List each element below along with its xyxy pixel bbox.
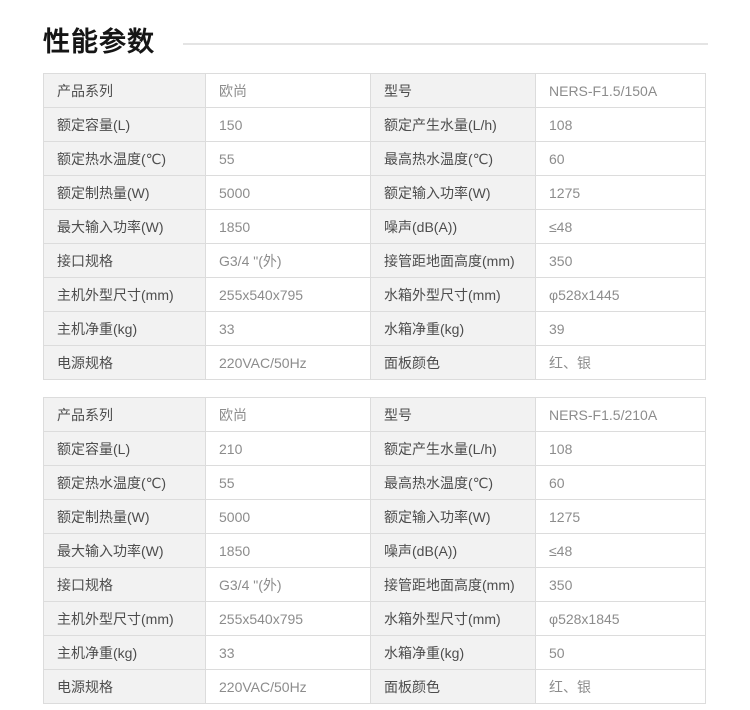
table-row: 产品系列 欧尚 型号 NERS-F1.5/210A (43, 397, 706, 432)
spec-label: 主机净重(kg) (43, 311, 206, 346)
spec-value: φ528x1845 (535, 601, 706, 636)
spec-value: 33 (205, 311, 371, 346)
spec-value: 39 (535, 311, 706, 346)
table-row: 主机外型尺寸(mm) 255x540x795 水箱外型尺寸(mm) φ528x1445 (43, 277, 706, 312)
spec-value: G3/4 "(外) (205, 567, 371, 602)
spec-label: 最大输入功率(W) (43, 533, 206, 568)
spec-label: 水箱净重(kg) (370, 635, 536, 670)
spec-label: 接管距地面高度(mm) (370, 567, 536, 602)
spec-label: 水箱外型尺寸(mm) (370, 601, 536, 636)
spec-value: 108 (535, 107, 706, 142)
table-row: 额定制热量(W) 5000 额定输入功率(W) 1275 (43, 175, 706, 210)
spec-label: 接口规格 (43, 243, 206, 278)
spec-label: 额定产生水量(L/h) (370, 107, 536, 142)
spec-label: 接管距地面高度(mm) (370, 243, 536, 278)
table-row: 产品系列 欧尚 型号 NERS-F1.5/150A (43, 73, 706, 108)
spec-table-150a: 产品系列 欧尚 型号 NERS-F1.5/150A 额定容量(L) 150 额定产生水量(L… (43, 73, 706, 380)
spec-value: ≤48 (535, 209, 706, 244)
spec-label: 额定热水温度(℃) (43, 465, 206, 500)
spec-value: G3/4 "(外) (205, 243, 371, 278)
spec-value: 150 (205, 107, 371, 142)
section-header: 性能参数 (43, 24, 708, 60)
spec-value: 1275 (535, 175, 706, 210)
spec-label: 额定热水温度(℃) (43, 141, 206, 176)
spec-value: 1850 (205, 209, 371, 244)
spec-value: 255x540x795 (205, 277, 371, 312)
table-row: 最大输入功率(W) 1850 噪声(dB(A)) ≤48 (43, 209, 706, 244)
spec-label: 额定输入功率(W) (370, 175, 536, 210)
spec-value: 255x540x795 (205, 601, 371, 636)
spec-value: 红、银 (535, 345, 706, 380)
spec-value: 1275 (535, 499, 706, 534)
spec-value: ≤48 (535, 533, 706, 568)
spec-label: 水箱净重(kg) (370, 311, 536, 346)
spec-value: NERS-F1.5/150A (535, 73, 706, 108)
table-row: 电源规格 220VAC/50Hz 面板颜色 红、银 (43, 669, 706, 704)
spec-label: 最高热水温度(℃) (370, 465, 536, 500)
spec-value: 350 (535, 243, 706, 278)
spec-value: 红、银 (535, 669, 706, 704)
spec-label: 噪声(dB(A)) (370, 533, 536, 568)
spec-value: 60 (535, 465, 706, 500)
table-row: 主机净重(kg) 33 水箱净重(kg) 50 (43, 635, 706, 670)
table-row: 接口规格 G3/4 "(外) 接管距地面高度(mm) 350 (43, 567, 706, 602)
spec-label: 主机外型尺寸(mm) (43, 601, 206, 636)
table-row: 额定热水温度(℃) 55 最高热水温度(℃) 60 (43, 465, 706, 500)
spec-value: 50 (535, 635, 706, 670)
spec-value: 欧尚 (205, 73, 371, 108)
spec-value: 55 (205, 465, 371, 500)
spec-label: 电源规格 (43, 669, 206, 704)
spec-label: 电源规格 (43, 345, 206, 380)
spec-value: 5000 (205, 499, 371, 534)
spec-label: 面板颜色 (370, 669, 536, 704)
spec-value: 108 (535, 431, 706, 466)
spec-value: 55 (205, 141, 371, 176)
spec-label: 产品系列 (43, 397, 206, 432)
spec-value: 欧尚 (205, 397, 371, 432)
spec-value: 220VAC/50Hz (205, 345, 371, 380)
spec-value: 1850 (205, 533, 371, 568)
table-row: 额定热水温度(℃) 55 最高热水温度(℃) 60 (43, 141, 706, 176)
spec-value: 210 (205, 431, 371, 466)
table-row: 主机外型尺寸(mm) 255x540x795 水箱外型尺寸(mm) φ528x1845 (43, 601, 706, 636)
table-row: 主机净重(kg) 33 水箱净重(kg) 39 (43, 311, 706, 346)
spec-label: 额定容量(L) (43, 107, 206, 142)
table-row: 最大输入功率(W) 1850 噪声(dB(A)) ≤48 (43, 533, 706, 568)
spec-value: NERS-F1.5/210A (535, 397, 706, 432)
spec-value: 33 (205, 635, 371, 670)
spec-table-210a-body: 产品系列 欧尚 型号 NERS-F1.5/210A 额定容量(L) 210 额定产生水量(L… (43, 397, 706, 704)
spec-label: 最高热水温度(℃) (370, 141, 536, 176)
spec-label: 主机净重(kg) (43, 635, 206, 670)
spec-label: 水箱外型尺寸(mm) (370, 277, 536, 312)
spec-label: 噪声(dB(A)) (370, 209, 536, 244)
title-divider (183, 43, 708, 45)
spec-label: 产品系列 (43, 73, 206, 108)
section-title: 性能参数 (43, 27, 155, 57)
spec-table-210a: 产品系列 欧尚 型号 NERS-F1.5/210A 额定容量(L) 210 额定产生水量(L… (43, 397, 706, 704)
spec-value: φ528x1445 (535, 277, 706, 312)
spec-value: 60 (535, 141, 706, 176)
spec-table-150a-body: 产品系列 欧尚 型号 NERS-F1.5/150A 额定容量(L) 150 额定产生水量(L… (43, 73, 706, 380)
table-row: 额定容量(L) 210 额定产生水量(L/h) 108 (43, 431, 706, 466)
spec-label: 面板颜色 (370, 345, 536, 380)
spec-label: 主机外型尺寸(mm) (43, 277, 206, 312)
table-row: 额定容量(L) 150 额定产生水量(L/h) 108 (43, 107, 706, 142)
spec-label: 额定输入功率(W) (370, 499, 536, 534)
spec-label: 型号 (370, 73, 536, 108)
spec-label: 额定容量(L) (43, 431, 206, 466)
spec-label: 额定制热量(W) (43, 175, 206, 210)
table-row: 电源规格 220VAC/50Hz 面板颜色 红、银 (43, 345, 706, 380)
table-row: 接口规格 G3/4 "(外) 接管距地面高度(mm) 350 (43, 243, 706, 278)
spec-label: 额定制热量(W) (43, 499, 206, 534)
spec-label: 接口规格 (43, 567, 206, 602)
spec-label: 型号 (370, 397, 536, 432)
spec-value: 220VAC/50Hz (205, 669, 371, 704)
spec-label: 额定产生水量(L/h) (370, 431, 536, 466)
spec-value: 5000 (205, 175, 371, 210)
spec-value: 350 (535, 567, 706, 602)
spec-label: 最大输入功率(W) (43, 209, 206, 244)
table-row: 额定制热量(W) 5000 额定输入功率(W) 1275 (43, 499, 706, 534)
